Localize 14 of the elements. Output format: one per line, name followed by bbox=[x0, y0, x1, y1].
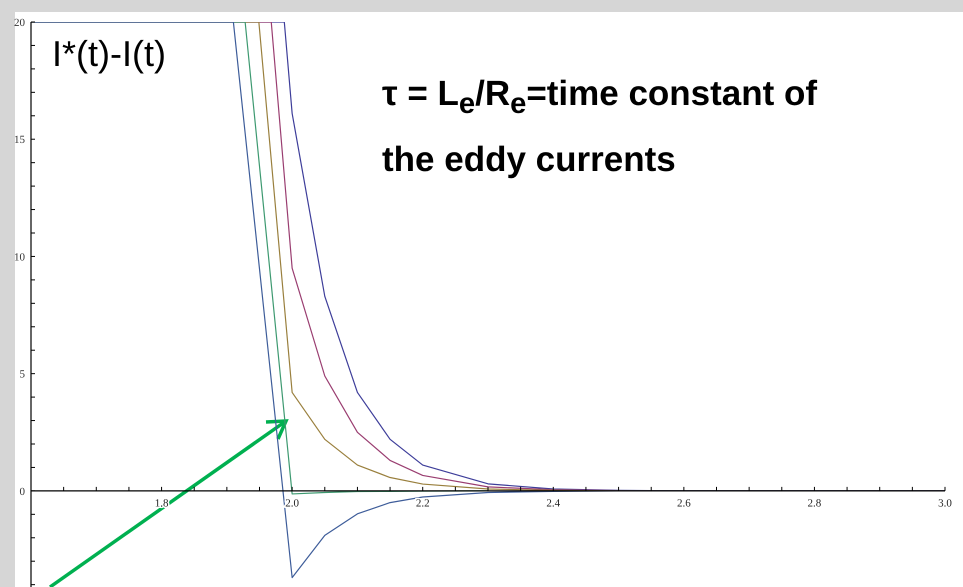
y-tick-label: 10 bbox=[14, 251, 26, 264]
x-tick-label: 2.2 bbox=[416, 498, 430, 510]
y-tick-label: 5 bbox=[20, 368, 26, 381]
annotation: I*(t)-I(t) bbox=[52, 33, 166, 75]
y-tick-label: 0 bbox=[20, 486, 26, 498]
x-tick-label: 1.8 bbox=[154, 498, 169, 510]
y-tick-label: 15 bbox=[14, 134, 26, 146]
x-tick-label: 2.4 bbox=[546, 498, 561, 510]
x-tick-label: 2.0 bbox=[285, 498, 300, 510]
x-tick-label: 2.8 bbox=[808, 498, 822, 510]
annotation: τ = L$_{e}$/R$_{e}$=time constant of the eddy currents bbox=[382, 73, 818, 181]
x-tick-label: 3.0 bbox=[938, 498, 952, 510]
x-tick-label: 2.6 bbox=[676, 498, 692, 510]
y-tick-label: 20 bbox=[14, 16, 26, 29]
